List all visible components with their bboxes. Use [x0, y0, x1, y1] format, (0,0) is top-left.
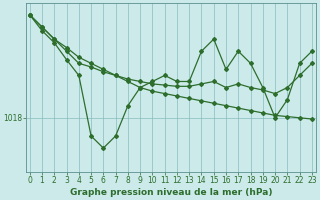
X-axis label: Graphe pression niveau de la mer (hPa): Graphe pression niveau de la mer (hPa) — [69, 188, 272, 197]
